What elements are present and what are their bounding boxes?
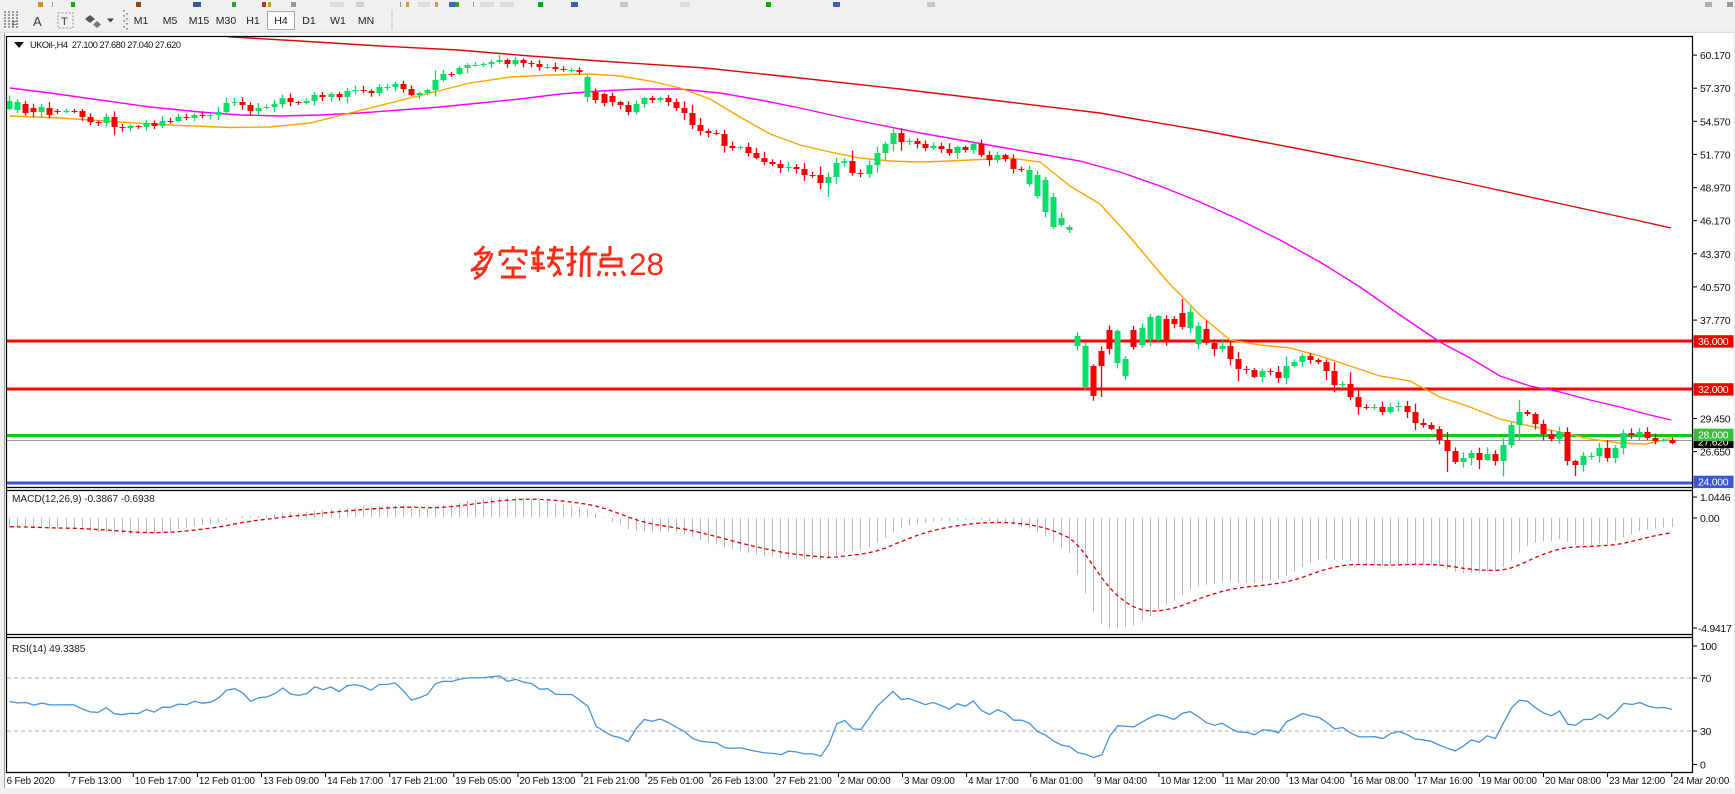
svg-text:UKOil-,H4 27.100 27.680 27.04: UKOil-,H4 27.100 27.680 27.040 27.620 — [30, 40, 181, 50]
svg-text:7 Feb 13:00: 7 Feb 13:00 — [71, 776, 122, 787]
svg-text:MACD(12,26,9) -0.3867 -0.6938: MACD(12,26,9) -0.3867 -0.6938 — [12, 494, 155, 505]
svg-text:48.970: 48.970 — [1700, 183, 1731, 195]
svg-text:27 Feb 21:00: 27 Feb 21:00 — [776, 776, 833, 787]
svg-text:24.000: 24.000 — [1698, 477, 1729, 489]
svg-text:-4.9417: -4.9417 — [1698, 623, 1732, 635]
svg-text:12 Feb 01:00: 12 Feb 01:00 — [199, 776, 256, 787]
svg-text:21 Feb 21:00: 21 Feb 21:00 — [584, 776, 641, 787]
svg-text:17 Mar 16:00: 17 Mar 16:00 — [1417, 776, 1474, 787]
svg-text:RSI(14) 49.3385: RSI(14) 49.3385 — [12, 644, 86, 655]
svg-text:26 Feb 13:00: 26 Feb 13:00 — [712, 776, 769, 787]
svg-text:43.370: 43.370 — [1700, 249, 1731, 261]
svg-text:36.000: 36.000 — [1698, 336, 1729, 348]
svg-text:57.370: 57.370 — [1700, 83, 1731, 95]
svg-text:3 Mar 09:00: 3 Mar 09:00 — [904, 776, 955, 787]
svg-text:32.000: 32.000 — [1698, 384, 1729, 396]
svg-text:19 Mar 00:00: 19 Mar 00:00 — [1481, 776, 1538, 787]
svg-text:28: 28 — [629, 246, 664, 282]
svg-text:14 Feb 17:00: 14 Feb 17:00 — [327, 776, 384, 787]
svg-text:17 Feb 21:00: 17 Feb 21:00 — [391, 776, 448, 787]
svg-text:26.650: 26.650 — [1700, 447, 1731, 459]
svg-text:16 Mar 08:00: 16 Mar 08:00 — [1353, 776, 1410, 787]
svg-text:40.570: 40.570 — [1700, 282, 1731, 294]
svg-text:28.000: 28.000 — [1698, 430, 1729, 442]
svg-text:46.170: 46.170 — [1700, 216, 1731, 228]
svg-text:13 Feb 09:00: 13 Feb 09:00 — [263, 776, 320, 787]
svg-text:9 Mar 04:00: 9 Mar 04:00 — [1096, 776, 1147, 787]
svg-text:100: 100 — [1700, 641, 1717, 653]
svg-text:11 Mar 20:00: 11 Mar 20:00 — [1225, 776, 1281, 787]
svg-text:2 Mar 00:00: 2 Mar 00:00 — [840, 776, 891, 787]
svg-text:F: F — [12, 20, 17, 29]
svg-text:1.0446: 1.0446 — [1700, 492, 1731, 504]
svg-text:0.00: 0.00 — [1700, 513, 1720, 525]
svg-text:70: 70 — [1700, 673, 1712, 685]
svg-text:20 Mar 08:00: 20 Mar 08:00 — [1545, 776, 1602, 787]
svg-text:0: 0 — [1700, 760, 1706, 772]
svg-text:24 Mar 20:00: 24 Mar 20:00 — [1673, 776, 1730, 787]
svg-text:13 Mar 04:00: 13 Mar 04:00 — [1289, 776, 1346, 787]
svg-text:25 Feb 01:00: 25 Feb 01:00 — [648, 776, 705, 787]
svg-text:30: 30 — [1700, 726, 1712, 738]
svg-text:29.450: 29.450 — [1700, 414, 1731, 426]
svg-text:54.570: 54.570 — [1700, 116, 1731, 128]
svg-text:6 Mar 01:00: 6 Mar 01:00 — [1032, 776, 1083, 787]
svg-text:T: T — [61, 16, 68, 28]
svg-text:60.170: 60.170 — [1700, 50, 1731, 62]
svg-text:19 Feb 05:00: 19 Feb 05:00 — [455, 776, 512, 787]
svg-text:37.770: 37.770 — [1700, 315, 1731, 327]
svg-text:A: A — [33, 14, 42, 29]
svg-text:51.770: 51.770 — [1700, 149, 1731, 161]
svg-text:23 Mar 12:00: 23 Mar 12:00 — [1609, 776, 1666, 787]
svg-text:10 Mar 12:00: 10 Mar 12:00 — [1160, 776, 1217, 787]
svg-text:20 Feb 13:00: 20 Feb 13:00 — [519, 776, 576, 787]
svg-text:10 Feb 17:00: 10 Feb 17:00 — [135, 776, 192, 787]
svg-text:6 Feb 2020: 6 Feb 2020 — [7, 776, 56, 787]
svg-text:4 Mar 17:00: 4 Mar 17:00 — [968, 776, 1019, 787]
